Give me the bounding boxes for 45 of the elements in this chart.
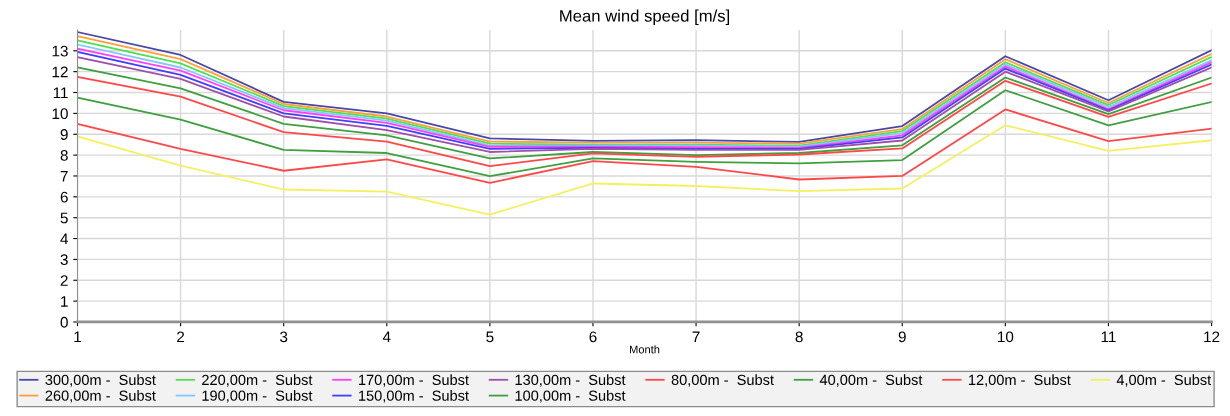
x-tick-label: 1 [74,331,81,343]
y-tick-label: 5 [60,212,68,224]
x-tick-label: 3 [280,331,288,343]
y-tick-label: 12 [52,66,68,78]
y-tick-label: 2 [60,275,68,286]
legend-label: 220,00m - Subst [202,374,313,387]
y-tick-label: 7 [60,170,68,182]
x-tick-label: 9 [898,331,906,343]
x-tick-label: 7 [692,331,700,343]
x-tick-label: 10 [998,331,1014,343]
y-tick-label: 8 [60,149,68,161]
x-tick-label: 6 [589,331,597,343]
x-tick-label: 12 [1204,331,1220,343]
legend-label: 170,00m - Subst [359,374,469,387]
y-tick-label: 10 [52,108,68,120]
y-tick-label: 11 [53,87,68,99]
x-tick-label: 5 [486,331,494,343]
legend-label: 300,00m - Subst [45,374,156,387]
legend-label: 260,00m - Subst [45,390,156,403]
line-series [77,124,1212,216]
y-tick-label: 13 [52,45,68,57]
line-series [77,108,1212,184]
x-tick-label: 2 [177,331,185,343]
y-tick-label: 4 [60,233,69,245]
x-axis-title: Month [629,345,660,354]
line-series [77,66,1212,160]
chart-title: Mean wind speed [m/s] [560,9,730,26]
legend-label: 12,00m - Subst [969,374,1071,387]
x-tick-label: 4 [382,331,391,343]
legend-label: 80,00m - Subst [671,374,774,387]
legend-label: 100,00m - Subst [515,390,626,403]
legend-label: 150,00m - Subst [359,390,469,403]
y-tick-label: 1 [61,296,68,307]
y-tick-label: 0 [60,316,68,328]
x-tick-label: 8 [795,331,803,343]
y-tick-label: 3 [60,254,68,266]
y-tick-label: 6 [60,191,68,203]
legend-label: 190,00m - Subst [202,390,313,403]
x-tick-label: 11 [1101,331,1116,343]
legend-label: 130,00m - Subst [515,374,626,387]
y-tick-label: 9 [60,129,68,140]
legend-label: 40,00m - Subst [819,374,923,387]
line-series [77,89,1212,178]
legend-label: 4,00m - Subst [1116,374,1212,387]
line-series [77,75,1212,168]
